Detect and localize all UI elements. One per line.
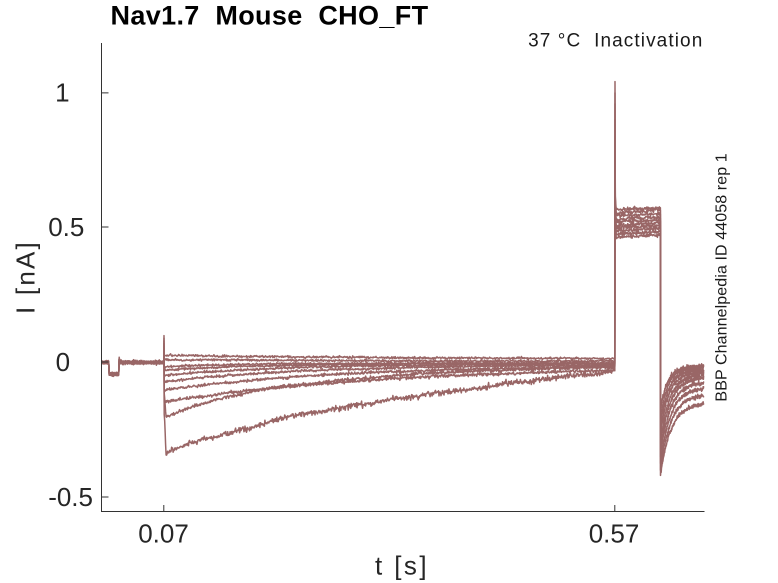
svg-text:0: 0	[56, 347, 70, 377]
svg-text:I [nA]: I [nA]	[11, 240, 41, 314]
svg-text:0.5: 0.5	[48, 212, 84, 242]
svg-text:0.57: 0.57	[589, 519, 640, 549]
svg-text:-0.5: -0.5	[48, 482, 93, 512]
svg-text:t [s]: t [s]	[375, 550, 429, 580]
svg-text:0.07: 0.07	[138, 519, 189, 549]
svg-text:Nav1.7 Mouse CHO_FT: Nav1.7 Mouse CHO_FT	[111, 1, 429, 31]
svg-text:37 °C Inactivation: 37 °C Inactivation	[528, 31, 703, 52]
svg-text:BBP Channelpedia ID 44058 rep: BBP Channelpedia ID 44058 rep 1	[713, 153, 730, 401]
svg-text:1: 1	[55, 78, 69, 108]
